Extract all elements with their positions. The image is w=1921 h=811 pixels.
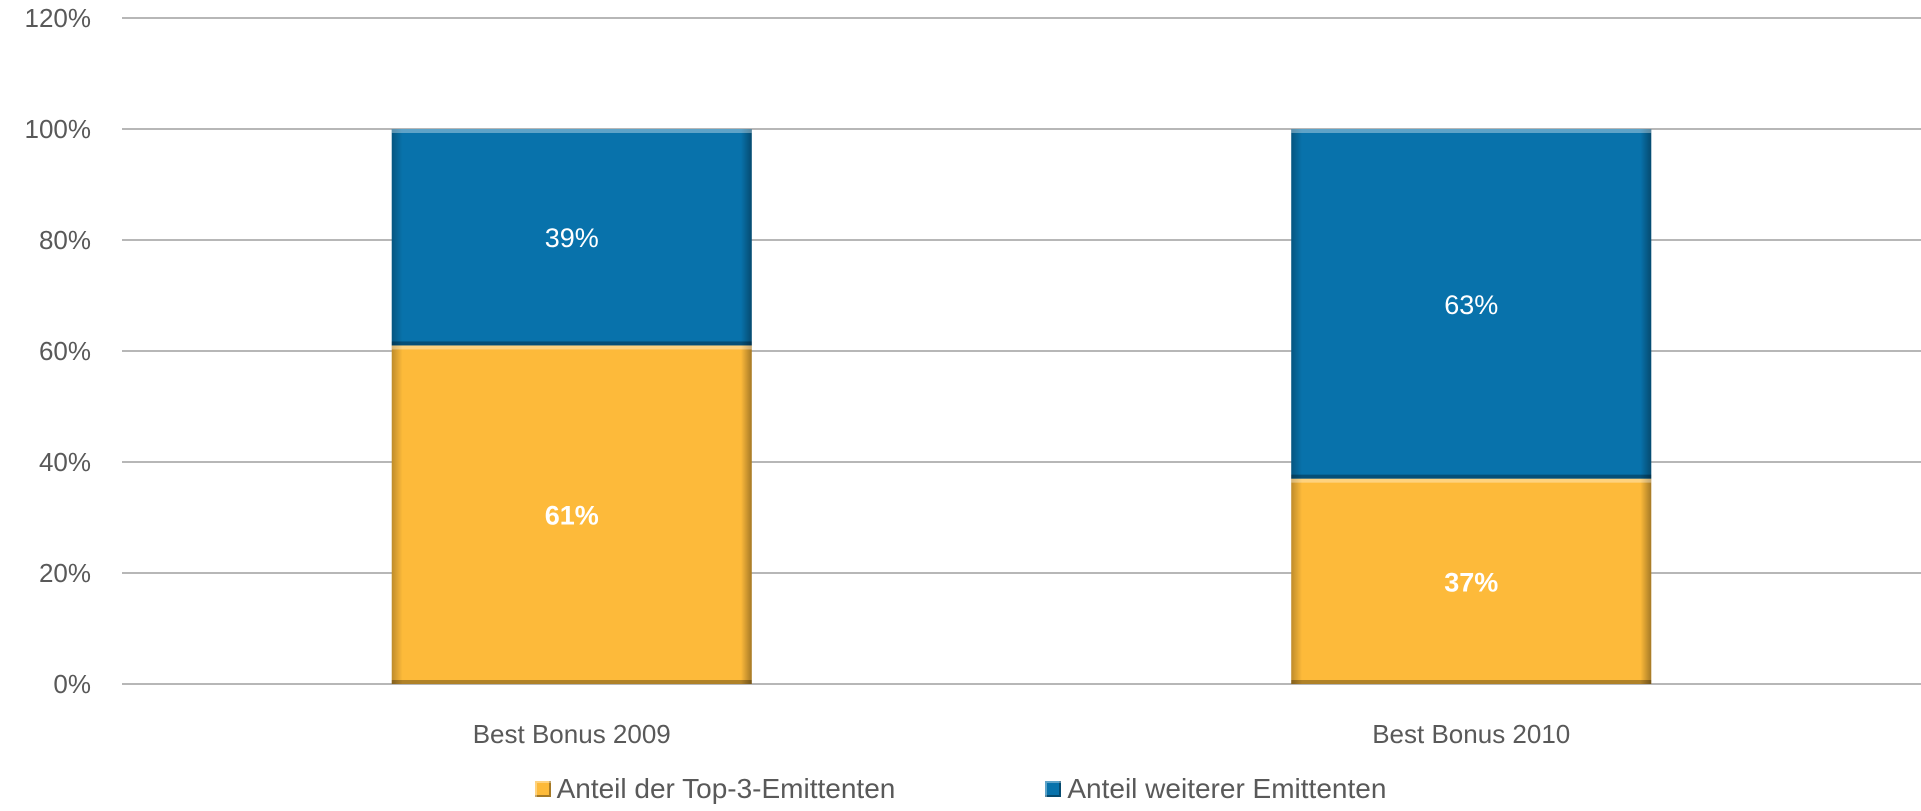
stacked-bar-chart: 0% 20% 40% 60% 80% 100% 120% 61% 39% 37% 63% Best…	[25, 3, 1921, 749]
legend-label-weitere: Anteil weiterer Emittenten	[1067, 773, 1387, 804]
x-category-label: Best Bonus 2009	[473, 719, 671, 749]
y-tick-label: 40%	[39, 447, 91, 477]
bar-bevel	[391, 345, 752, 684]
x-category-label: Best Bonus 2010	[1372, 719, 1570, 749]
y-tick-label: 100%	[25, 114, 92, 144]
bar-highlight	[391, 345, 752, 350]
y-tick-label: 0%	[53, 669, 91, 699]
data-label: 39%	[545, 223, 599, 253]
bar-shadow	[391, 341, 752, 346]
bar-highlight	[1291, 478, 1652, 483]
bar-shadow	[391, 680, 752, 684]
y-tick-label: 120%	[25, 3, 92, 33]
data-label: 37%	[1444, 567, 1498, 597]
y-axis: 0% 20% 40% 60% 80% 100% 120%	[25, 3, 92, 699]
legend-item-weitere: Anteil weiterer Emittenten	[1045, 775, 1386, 803]
bars: 61% 39% 37% 63%	[391, 129, 1652, 684]
bar-highlight	[391, 129, 752, 133]
legend-label-top3: Anteil der Top-3-Emittenten	[556, 773, 896, 804]
bar-shadow	[1291, 474, 1652, 479]
data-label: 61%	[545, 501, 599, 531]
bar-bevel	[391, 129, 752, 346]
bar-bevel	[1291, 129, 1652, 479]
legend-item-top3: Anteil der Top-3-Emittenten	[534, 773, 896, 804]
legend: Anteil der Top-3-Emittenten Anteil weite…	[0, 775, 1921, 803]
bar-highlight	[1291, 129, 1652, 133]
y-tick-label: 80%	[39, 225, 91, 255]
y-tick-label: 20%	[39, 558, 91, 588]
y-tick-label: 60%	[39, 336, 91, 366]
data-label: 63%	[1444, 290, 1498, 320]
bar-bevel	[1291, 478, 1652, 684]
legend-swatch-top3	[534, 781, 551, 797]
legend-swatch-weitere	[1045, 781, 1062, 797]
bar-shadow	[1291, 680, 1652, 684]
x-axis: Best Bonus 2009 Best Bonus 2010	[473, 719, 1571, 749]
